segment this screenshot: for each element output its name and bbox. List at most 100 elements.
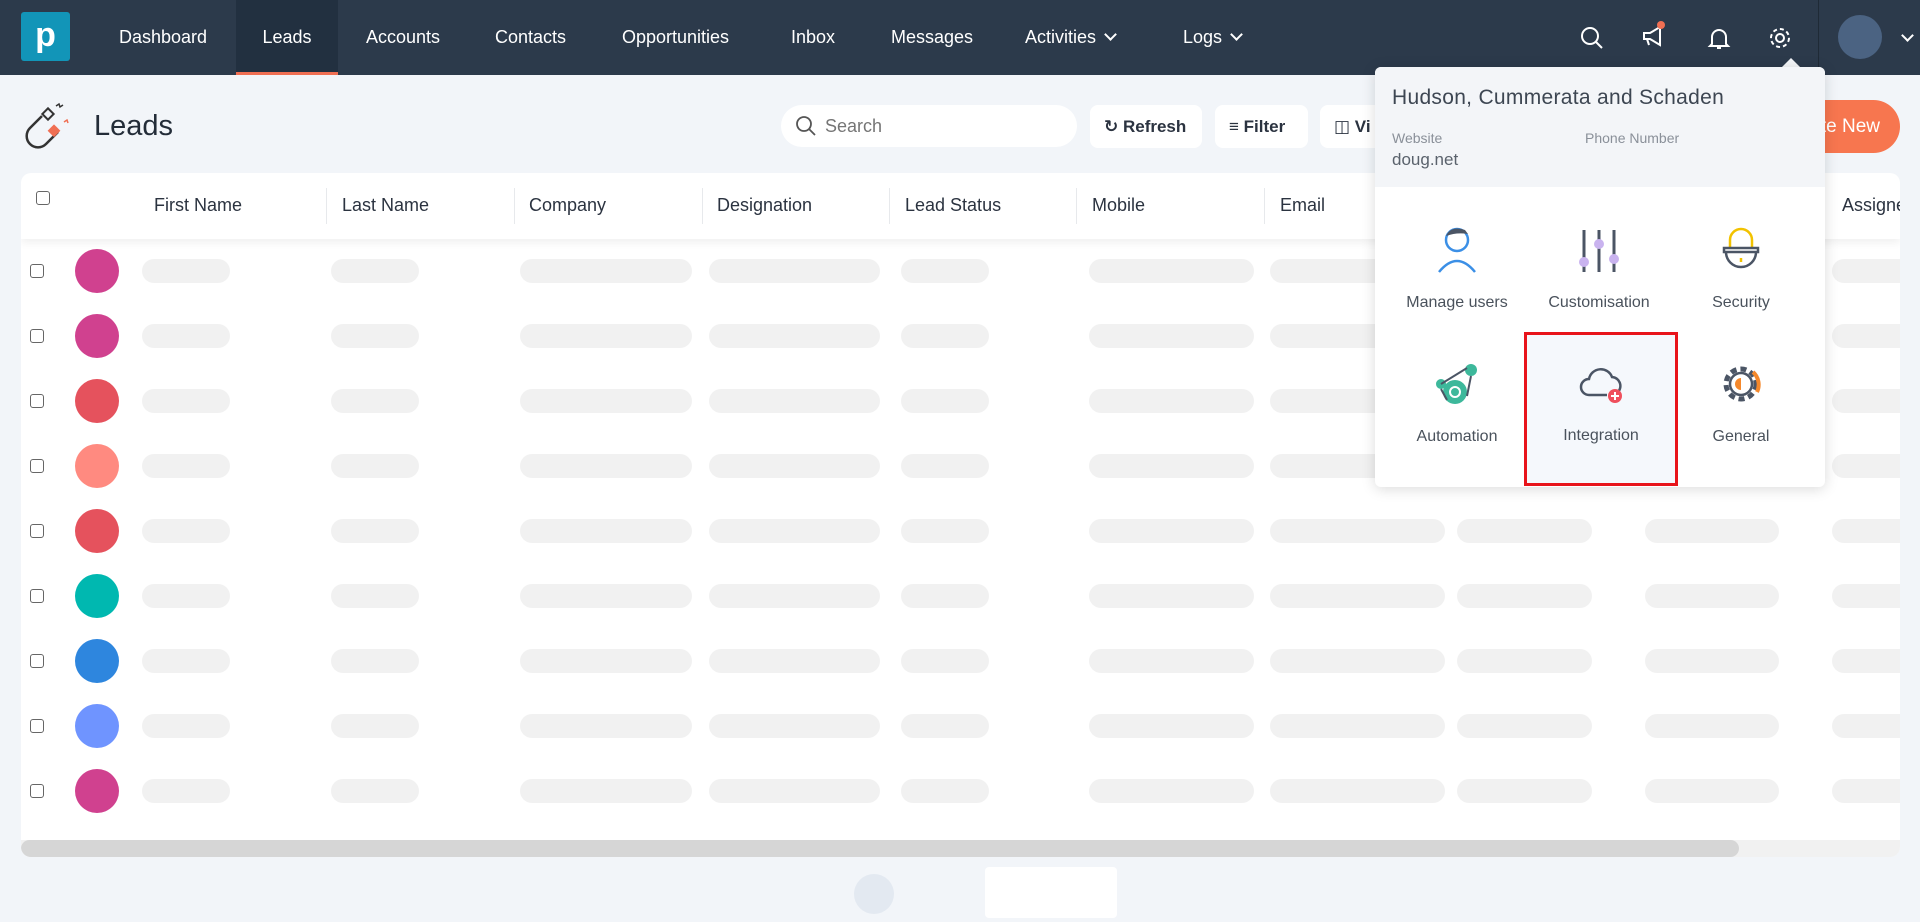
row-checkbox[interactable] (30, 329, 44, 343)
column-divider (1264, 188, 1265, 224)
filter-button[interactable]: ≡ Filter (1215, 105, 1308, 148)
general-gear-icon (1723, 366, 1761, 402)
loading-placeholder (709, 714, 880, 738)
settings-popup: Hudson, Cummerata and Schaden Website Ph… (1375, 67, 1825, 487)
loading-placeholder (142, 779, 230, 803)
loading-placeholder (331, 519, 419, 543)
tile-label: Automation (1416, 428, 1498, 445)
sliders-icon (1579, 230, 1619, 272)
phone-label: Phone Number (1585, 130, 1680, 146)
loading-placeholder (520, 389, 692, 413)
loading-placeholder (709, 259, 880, 283)
row-checkbox[interactable] (30, 654, 44, 668)
row-checkbox[interactable] (30, 719, 44, 733)
tile-automation[interactable]: Automation (1383, 344, 1531, 489)
loading-placeholder (1089, 584, 1254, 608)
column-divider (702, 188, 703, 224)
refresh-button[interactable]: ↻ Refresh (1090, 105, 1202, 148)
user-avatar[interactable] (1838, 15, 1882, 59)
row-checkbox[interactable] (30, 459, 44, 473)
loading-placeholder (1645, 584, 1779, 608)
row-checkbox[interactable] (30, 524, 44, 538)
lead-avatar (75, 704, 119, 748)
column-last-name[interactable]: Last Name (342, 195, 430, 215)
loading-placeholder (142, 454, 230, 478)
select-all-checkbox[interactable] (36, 191, 50, 205)
tile-label: Customisation (1548, 294, 1650, 311)
nav-divider (1818, 0, 1819, 75)
nav-activities[interactable]: Activities (1003, 0, 1137, 75)
lead-avatar (75, 314, 119, 358)
column-email[interactable]: Email (1280, 195, 1326, 215)
loading-placeholder (1270, 519, 1445, 543)
tile-security[interactable]: Security (1667, 210, 1815, 355)
column-company[interactable]: Company (529, 195, 607, 215)
column-divider (1076, 188, 1077, 224)
loading-placeholder (1832, 389, 1900, 413)
loading-placeholder (1089, 714, 1254, 738)
column-lead-status[interactable]: Lead Status (905, 195, 1002, 215)
megaphone-icon[interactable] (1640, 20, 1670, 52)
loading-placeholder (1270, 649, 1445, 673)
search-input[interactable] (781, 105, 1077, 147)
horizontal-scrollbar[interactable] (21, 840, 1900, 857)
loading-placeholder (520, 779, 692, 803)
row-checkbox[interactable] (30, 589, 44, 603)
row-checkbox[interactable] (30, 394, 44, 408)
user-icon (1438, 227, 1476, 273)
columns-icon: ◫ (1334, 117, 1355, 136)
nav-opportunities[interactable]: Opportunities (622, 27, 730, 47)
tile-label: Manage users (1406, 294, 1508, 311)
nav-messages[interactable]: Messages (891, 27, 974, 47)
company-name: Hudson, Cummerata and Schaden (1392, 86, 1725, 109)
loading-placeholder (142, 584, 230, 608)
loading-placeholder (142, 519, 230, 543)
loading-placeholder (520, 519, 692, 543)
search-icon[interactable] (1579, 25, 1605, 51)
nav-accounts[interactable]: Accounts (366, 27, 441, 47)
app-logo[interactable]: p (21, 12, 70, 61)
chevron-down-icon[interactable] (1901, 29, 1914, 42)
nav-inbox[interactable]: Inbox (791, 27, 836, 47)
loading-placeholder (709, 519, 880, 543)
loading-placeholder (1832, 779, 1900, 803)
loading-placeholder (1457, 584, 1592, 608)
chevron-down-icon (1230, 28, 1243, 41)
loading-placeholder (520, 649, 692, 673)
nav-leads[interactable]: Leads (236, 0, 338, 75)
loading-placeholder (1270, 584, 1445, 608)
bell-icon[interactable] (1706, 25, 1732, 51)
website-value: doug.net (1392, 150, 1459, 169)
loading-placeholder (1645, 714, 1779, 738)
tile-manage-users[interactable]: Manage users (1383, 210, 1531, 355)
scrollbar-thumb[interactable] (21, 840, 1739, 857)
tile-customisation[interactable]: Customisation (1525, 210, 1673, 355)
loading-placeholder (1645, 519, 1779, 543)
column-mobile[interactable]: Mobile (1092, 195, 1146, 215)
nav-contacts[interactable]: Contacts (495, 27, 567, 47)
loading-placeholder (1645, 649, 1779, 673)
loading-placeholder (520, 714, 692, 738)
loading-placeholder (1089, 389, 1254, 413)
nav-logs[interactable]: Logs (1161, 0, 1263, 75)
loading-placeholder (1457, 649, 1592, 673)
nav-dashboard[interactable]: Dashboard (119, 27, 208, 47)
loading-placeholder (142, 714, 230, 738)
column-divider (514, 188, 515, 224)
column-assigned[interactable]: Assigne (1842, 195, 1900, 215)
column-designation[interactable]: Designation (717, 195, 813, 215)
pagination-indicator (854, 874, 894, 914)
column-first-name[interactable]: First Name (154, 195, 243, 215)
loading-placeholder (142, 649, 230, 673)
row-checkbox[interactable] (30, 784, 44, 798)
nav-activities-label: Activities (1025, 27, 1097, 47)
loading-placeholder (901, 779, 989, 803)
loading-placeholder (1832, 324, 1900, 348)
tile-integration[interactable]: Integration (1524, 332, 1678, 486)
tile-general[interactable]: General (1667, 344, 1815, 489)
row-checkbox[interactable] (30, 264, 44, 278)
filter-icon: ≡ (1229, 117, 1244, 136)
top-nav: p Dashboard Leads Accounts Contacts Oppo… (0, 0, 1920, 75)
loading-placeholder (331, 454, 419, 478)
gear-icon[interactable] (1767, 25, 1793, 51)
